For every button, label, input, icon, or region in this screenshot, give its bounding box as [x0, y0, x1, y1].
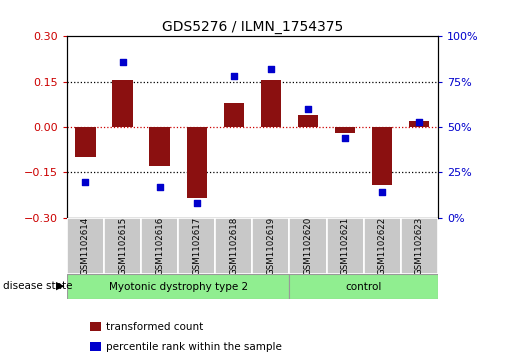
Bar	[289, 274, 438, 299]
Point	[230, 73, 238, 79]
Bar	[261, 80, 281, 127]
Point	[341, 135, 349, 141]
Bar	[409, 121, 430, 127]
Title: GDS5276 / ILMN_1754375: GDS5276 / ILMN_1754375	[162, 20, 343, 34]
Text: GSM1102620: GSM1102620	[303, 217, 313, 275]
Text: percentile rank within the sample: percentile rank within the sample	[106, 342, 282, 352]
Bar	[224, 103, 244, 127]
Text: GSM1102615: GSM1102615	[118, 217, 127, 275]
Point	[378, 189, 386, 195]
Bar	[335, 127, 355, 133]
Bar	[67, 274, 289, 299]
Bar	[186, 127, 207, 198]
Text: GSM1102614: GSM1102614	[81, 217, 90, 275]
Bar	[75, 127, 96, 157]
Bar	[149, 127, 170, 166]
Bar	[364, 218, 401, 274]
Bar	[215, 218, 252, 274]
Text: GSM1102623: GSM1102623	[415, 217, 424, 275]
Text: GSM1102616: GSM1102616	[155, 217, 164, 275]
Bar	[112, 80, 133, 127]
Point	[193, 200, 201, 206]
Point	[81, 179, 90, 184]
Bar	[289, 218, 327, 274]
Bar	[141, 218, 178, 274]
Text: GSM1102618: GSM1102618	[229, 217, 238, 275]
Bar	[178, 218, 215, 274]
Text: GSM1102617: GSM1102617	[192, 217, 201, 275]
Text: GSM1102621: GSM1102621	[340, 217, 350, 275]
Bar	[298, 115, 318, 127]
Bar	[104, 218, 141, 274]
Text: GSM1102622: GSM1102622	[377, 217, 387, 275]
Point	[156, 184, 164, 190]
Bar	[372, 127, 392, 184]
Text: disease state: disease state	[3, 281, 72, 291]
Point	[118, 59, 127, 65]
Point	[267, 66, 275, 72]
Bar	[401, 218, 438, 274]
Text: control: control	[346, 282, 382, 292]
Text: Myotonic dystrophy type 2: Myotonic dystrophy type 2	[109, 282, 248, 292]
Bar	[67, 218, 104, 274]
Text: GSM1102619: GSM1102619	[266, 217, 276, 275]
Bar	[252, 218, 289, 274]
Point	[415, 119, 423, 125]
Bar	[327, 218, 364, 274]
Text: transformed count: transformed count	[106, 322, 203, 332]
Text: ▶: ▶	[56, 281, 65, 291]
Point	[304, 106, 312, 112]
